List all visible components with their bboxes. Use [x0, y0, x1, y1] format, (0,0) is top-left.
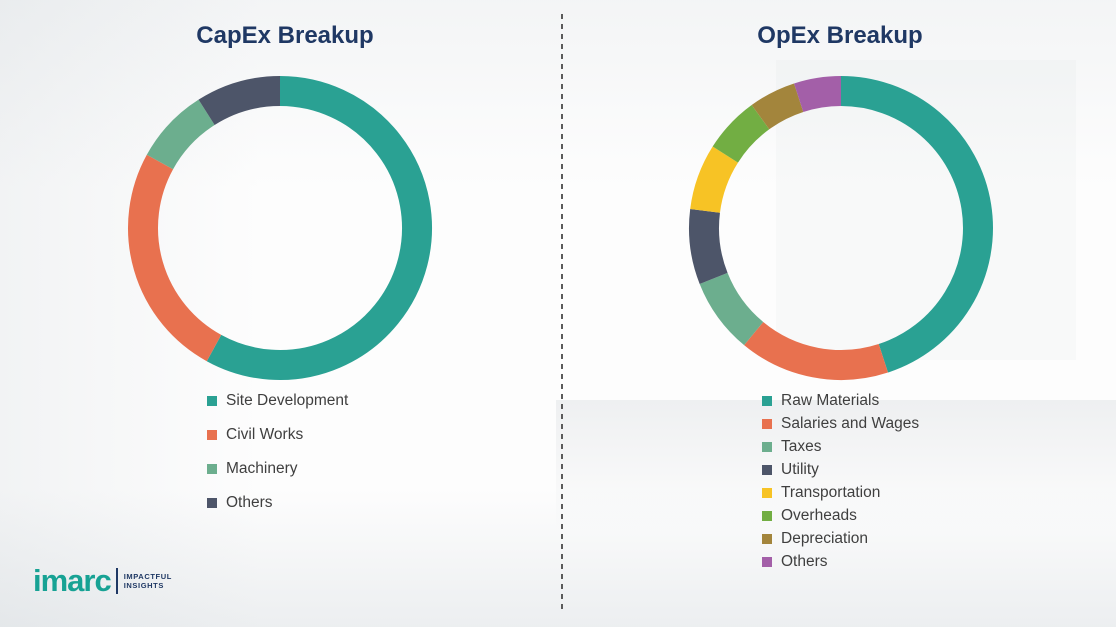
legend-label: Utility	[781, 461, 819, 478]
opex-donut-chart	[689, 76, 993, 380]
legend-label: Depreciation	[781, 530, 869, 547]
legend-swatch	[207, 463, 217, 474]
legend-swatch	[762, 510, 772, 521]
legend-swatch	[762, 533, 772, 544]
legend-swatch	[207, 395, 217, 406]
logo-tagline-line2: INSIGHTS	[123, 581, 164, 590]
legend-item: Machinery	[207, 460, 348, 477]
legend-swatch	[207, 497, 217, 508]
donut-segment-taxes	[699, 272, 764, 346]
donut-segment-machinery	[146, 99, 215, 170]
legend-item: Raw Materials	[762, 392, 919, 409]
legend-label: Overheads	[781, 507, 857, 524]
legend-item: Site Development	[207, 392, 348, 409]
opex-chart-title: OpEx Breakup	[757, 22, 923, 49]
legend-label: Raw Materials	[781, 392, 880, 409]
imarc-logo-text: imarc	[33, 563, 112, 598]
legend-item: Taxes	[762, 438, 919, 455]
donut-segment-civil-works	[128, 154, 222, 362]
legend-swatch	[762, 487, 772, 498]
legend-swatch	[762, 441, 772, 452]
donut-segment-salaries-and-wages	[744, 321, 888, 380]
legend-label: Others	[226, 494, 273, 511]
donut-segment-utility	[689, 208, 728, 284]
logo-tagline-line1: IMPACTFUL	[123, 572, 172, 581]
legend-item: Others	[207, 494, 348, 511]
legend-label: Machinery	[226, 460, 298, 477]
legend-label: Civil Works	[226, 426, 304, 443]
legend-item: Civil Works	[207, 426, 348, 443]
legend-swatch	[762, 395, 772, 406]
donut-segment-site-development	[206, 76, 432, 380]
donut-segment-transportation	[690, 146, 739, 214]
capex-chart-title: CapEx Breakup	[196, 22, 374, 49]
legend-item: Transportation	[762, 484, 919, 501]
legend-swatch	[762, 556, 772, 567]
legend-item: Others	[762, 553, 919, 570]
section-divider	[561, 14, 563, 614]
legend-label: Transportation	[781, 484, 881, 501]
legend-swatch	[207, 429, 217, 440]
capex-legend: Site Development Civil Works Machinery Othe…	[207, 392, 348, 528]
donut-segment-overheads	[712, 105, 770, 163]
legend-label: Others	[781, 553, 828, 570]
legend-item: Depreciation	[762, 530, 919, 547]
logo-tagline: IMPACTFUL INSIGHTS	[124, 572, 172, 590]
legend-swatch	[762, 418, 772, 429]
capex-donut-chart	[128, 76, 432, 380]
legend-item: Overheads	[762, 507, 919, 524]
donut-segment-others	[198, 76, 281, 126]
donut-segment-depreciation	[751, 83, 804, 130]
legend-label: Site Development	[226, 392, 349, 409]
legend-label: Salaries and Wages	[781, 415, 920, 432]
legend-label: Taxes	[781, 438, 822, 455]
donut-segment-raw-materials	[840, 76, 993, 373]
imarc-logo: imarc IMPACTFUL INSIGHTS	[33, 563, 172, 598]
legend-item: Utility	[762, 461, 919, 478]
donut-segment-others	[794, 76, 842, 113]
legend-item: Salaries and Wages	[762, 415, 919, 432]
opex-legend: Raw Materials Salaries and Wages Taxes Util…	[762, 392, 919, 576]
logo-divider-bar	[115, 568, 118, 594]
legend-swatch	[762, 464, 772, 475]
